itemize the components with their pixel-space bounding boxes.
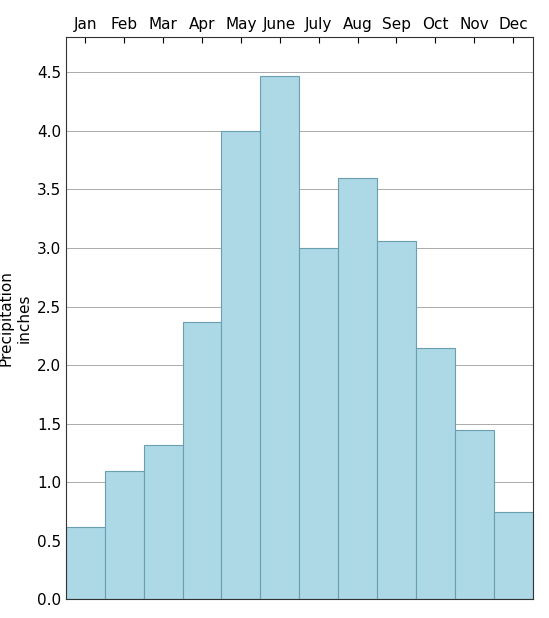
Bar <box>299 248 338 599</box>
Bar <box>105 470 144 599</box>
Bar <box>455 430 494 599</box>
Bar <box>494 512 533 599</box>
Bar <box>377 241 416 599</box>
Bar <box>144 445 182 599</box>
Bar <box>221 131 260 599</box>
Y-axis label: Precipitation
inches: Precipitation inches <box>0 270 31 366</box>
Bar <box>66 527 105 599</box>
Bar <box>260 76 299 599</box>
Bar <box>416 347 455 599</box>
Bar <box>338 177 377 599</box>
Bar <box>182 322 221 599</box>
